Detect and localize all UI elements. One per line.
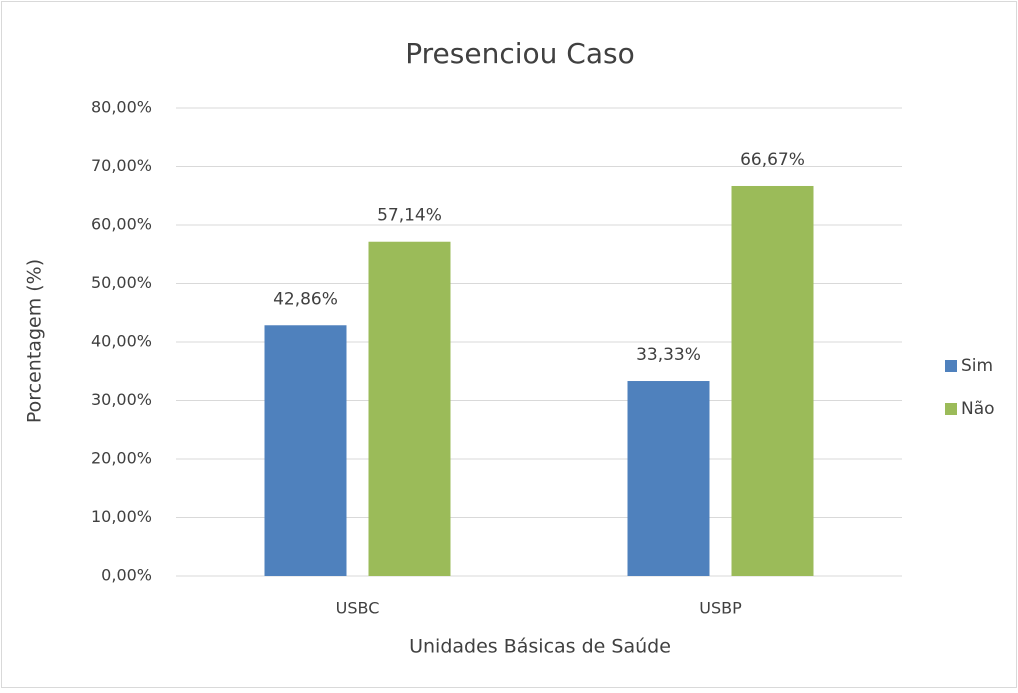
y-tick-label: 70,00% xyxy=(91,156,152,175)
data-label: 66,67% xyxy=(740,150,805,170)
y-tick-label: 0,00% xyxy=(101,566,152,585)
data-label: 33,33% xyxy=(636,345,701,365)
y-tick-label: 60,00% xyxy=(91,215,152,234)
y-tick-label: 40,00% xyxy=(91,332,152,351)
data-label: 42,86% xyxy=(273,289,338,309)
y-tick-label: 20,00% xyxy=(91,449,152,468)
legend-swatch xyxy=(945,360,957,372)
y-tick-label: 50,00% xyxy=(91,273,152,292)
bar xyxy=(264,325,347,576)
legend-label: Não xyxy=(961,399,995,419)
bar xyxy=(731,185,814,576)
chart-title: Presenciou Caso xyxy=(405,37,634,70)
legend-label: Sim xyxy=(961,356,993,376)
legend-swatch xyxy=(945,403,957,415)
y-axis-label: Porcentagem (%) xyxy=(24,259,46,423)
bar xyxy=(368,241,451,576)
x-axis-label: Unidades Básicas de Saúde xyxy=(409,636,671,658)
y-tick-label: 30,00% xyxy=(91,390,152,409)
y-tick-label: 80,00% xyxy=(91,98,152,117)
x-tick-label: USBC xyxy=(336,599,380,618)
data-label: 57,14% xyxy=(377,206,442,226)
y-tick-label: 10,00% xyxy=(91,507,152,526)
bar xyxy=(627,381,710,576)
x-tick-label: USBP xyxy=(699,599,742,618)
